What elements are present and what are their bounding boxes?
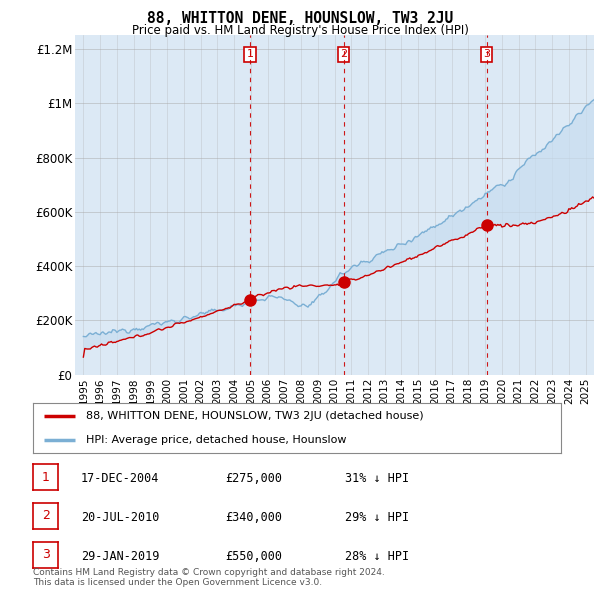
Text: £275,000: £275,000 xyxy=(225,471,282,485)
Text: 1: 1 xyxy=(247,50,254,60)
Text: 3: 3 xyxy=(483,50,490,60)
Text: 29-JAN-2019: 29-JAN-2019 xyxy=(81,549,160,563)
Text: 28% ↓ HPI: 28% ↓ HPI xyxy=(345,549,409,563)
Text: 1: 1 xyxy=(41,470,50,484)
Text: 31% ↓ HPI: 31% ↓ HPI xyxy=(345,471,409,485)
Text: 2: 2 xyxy=(340,50,347,60)
Text: 20-JUL-2010: 20-JUL-2010 xyxy=(81,510,160,524)
Text: Contains HM Land Registry data © Crown copyright and database right 2024.
This d: Contains HM Land Registry data © Crown c… xyxy=(33,568,385,587)
Text: Price paid vs. HM Land Registry's House Price Index (HPI): Price paid vs. HM Land Registry's House … xyxy=(131,24,469,37)
Text: £340,000: £340,000 xyxy=(225,510,282,524)
Text: 17-DEC-2004: 17-DEC-2004 xyxy=(81,471,160,485)
Text: 29% ↓ HPI: 29% ↓ HPI xyxy=(345,510,409,524)
Text: 2: 2 xyxy=(41,509,50,523)
Text: £550,000: £550,000 xyxy=(225,549,282,563)
Text: HPI: Average price, detached house, Hounslow: HPI: Average price, detached house, Houn… xyxy=(86,435,346,445)
Text: 88, WHITTON DENE, HOUNSLOW, TW3 2JU: 88, WHITTON DENE, HOUNSLOW, TW3 2JU xyxy=(147,11,453,25)
Text: 3: 3 xyxy=(41,548,50,562)
Text: 88, WHITTON DENE, HOUNSLOW, TW3 2JU (detached house): 88, WHITTON DENE, HOUNSLOW, TW3 2JU (det… xyxy=(86,411,424,421)
